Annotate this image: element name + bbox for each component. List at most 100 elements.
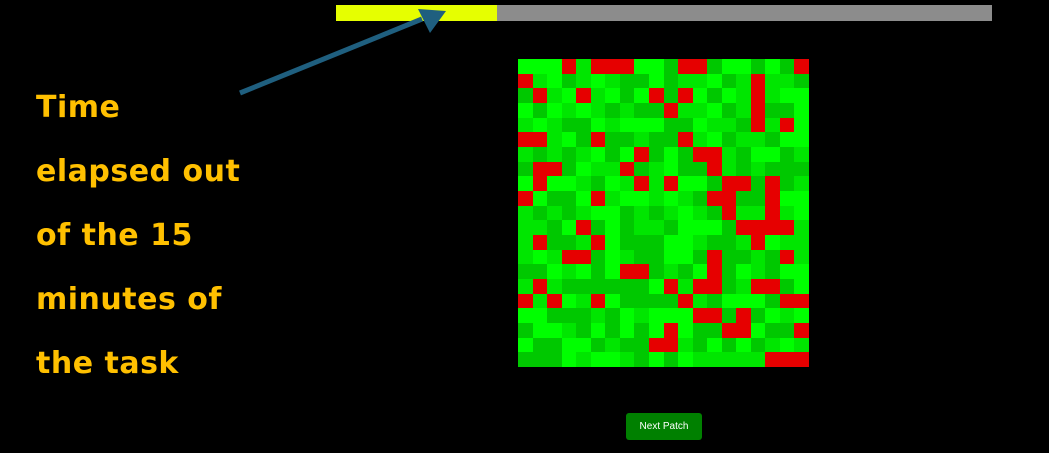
patch-cell xyxy=(547,191,562,206)
patch-cell xyxy=(692,337,708,353)
patch-cell xyxy=(721,176,737,191)
patch-cell xyxy=(561,59,577,74)
patch-cell xyxy=(634,147,649,162)
patch-cell xyxy=(663,161,679,177)
patch-cell xyxy=(518,337,533,353)
patch-cell xyxy=(678,161,693,177)
patch-cell xyxy=(605,279,620,294)
patch-cell xyxy=(561,235,577,250)
patch-cell xyxy=(692,191,708,206)
annotation-arrow-shaft xyxy=(239,16,423,96)
patch-cell xyxy=(619,323,635,338)
patch-cell xyxy=(794,73,809,89)
patch-cell xyxy=(707,132,722,147)
patch-cell xyxy=(678,337,693,353)
patch-cell xyxy=(765,235,780,250)
patch-cell xyxy=(707,249,722,265)
patch-cell xyxy=(721,103,737,118)
patch-cell xyxy=(605,147,620,162)
patch-cell xyxy=(518,103,533,118)
patch-cell xyxy=(692,161,708,177)
patch-cell xyxy=(532,249,548,265)
patch-cell xyxy=(518,323,533,338)
patch-cell xyxy=(590,132,606,147)
patch-cell xyxy=(736,103,751,118)
patch-cell xyxy=(648,249,664,265)
patch-cell xyxy=(634,352,649,367)
patch-cell xyxy=(576,132,591,147)
patch-cell xyxy=(561,73,577,89)
patch-cell xyxy=(663,73,679,89)
patch-cell xyxy=(590,59,606,74)
time-progress-bar xyxy=(336,5,992,21)
patch-cell xyxy=(707,308,722,323)
patch-cell xyxy=(692,249,708,265)
patch-cell xyxy=(547,73,562,89)
patch-cell xyxy=(779,293,795,309)
next-patch-button[interactable]: Next Patch xyxy=(626,413,702,440)
patch-cell xyxy=(736,249,751,265)
patch-cell xyxy=(750,161,766,177)
patch-cell xyxy=(736,147,751,162)
patch-cell xyxy=(779,205,795,221)
patch-cell xyxy=(518,161,533,177)
patch-cell xyxy=(561,279,577,294)
patch-cell xyxy=(547,352,562,367)
patch-cell xyxy=(663,88,679,103)
patch-cell xyxy=(634,132,649,147)
patch-cell xyxy=(794,235,809,250)
patch-cell xyxy=(707,235,722,250)
patch-cell xyxy=(794,264,809,279)
patch-cell xyxy=(605,117,620,133)
patch-cell xyxy=(619,132,635,147)
patch-cell xyxy=(750,147,766,162)
patch-cell xyxy=(634,161,649,177)
patch-cell xyxy=(736,59,751,74)
patch-cell xyxy=(663,132,679,147)
patch-cell xyxy=(678,264,693,279)
patch-cell xyxy=(779,352,795,367)
patch-cell xyxy=(547,147,562,162)
patch-cell xyxy=(750,132,766,147)
patch-cell xyxy=(634,264,649,279)
patch-cell xyxy=(692,279,708,294)
patch-cell xyxy=(576,352,591,367)
patch-cell xyxy=(750,220,766,235)
patch-cell xyxy=(634,279,649,294)
patch-cell xyxy=(648,337,664,353)
patch-cell xyxy=(619,205,635,221)
patch-cell xyxy=(547,220,562,235)
patch-cell xyxy=(561,308,577,323)
patch-cell xyxy=(765,279,780,294)
patch-cell xyxy=(779,235,795,250)
patch-cell xyxy=(648,220,664,235)
patch-cell xyxy=(721,88,737,103)
patch-cell xyxy=(692,264,708,279)
patch-cell xyxy=(561,249,577,265)
patch-cell xyxy=(721,337,737,353)
patch-cell xyxy=(619,264,635,279)
patch-cell xyxy=(648,205,664,221)
patch-cell xyxy=(547,117,562,133)
patch-cell xyxy=(750,103,766,118)
patch-cell xyxy=(648,352,664,367)
patch-cell xyxy=(663,191,679,206)
patch-cell xyxy=(707,205,722,221)
patch-cell xyxy=(707,323,722,338)
patch-cell xyxy=(648,59,664,74)
patch-cell xyxy=(648,176,664,191)
patch-cell xyxy=(634,88,649,103)
patch-cell xyxy=(648,191,664,206)
patch-cell xyxy=(663,103,679,118)
patch-cell xyxy=(721,220,737,235)
patch-cell xyxy=(765,132,780,147)
patch-cell xyxy=(765,59,780,74)
patch-cell xyxy=(619,73,635,89)
patch-cell xyxy=(765,147,780,162)
patch-cell xyxy=(576,249,591,265)
patch-cell xyxy=(576,293,591,309)
patch-cell xyxy=(794,59,809,74)
patch-cell xyxy=(561,176,577,191)
patch-cell xyxy=(663,279,679,294)
